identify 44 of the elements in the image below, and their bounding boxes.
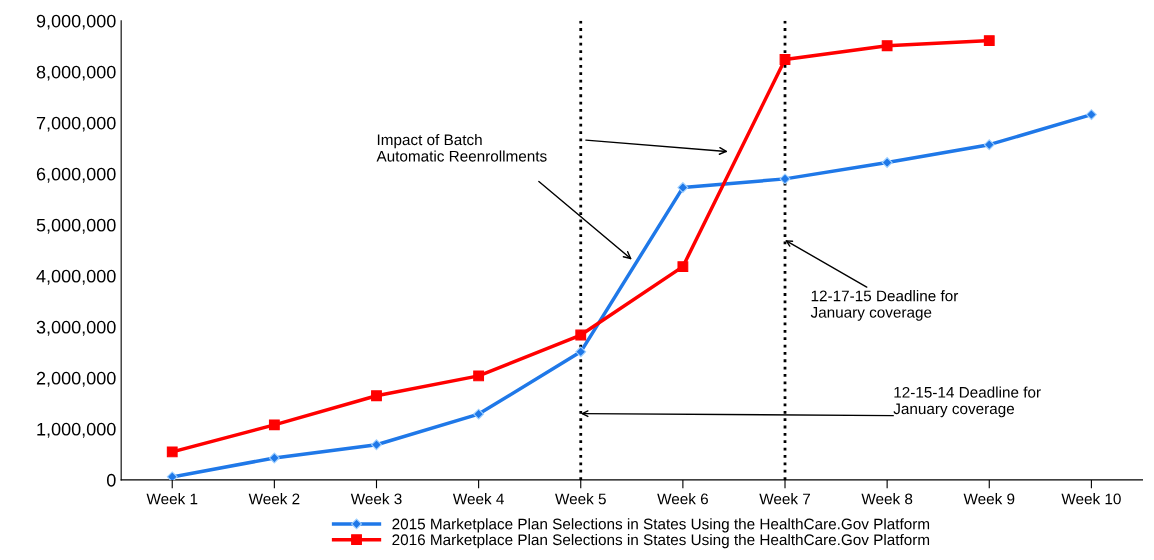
legend-label: 2015 Marketplace Plan Selections in States Using the HealthCare.Gov Platform [392,518,930,533]
point [1085,109,1097,121]
point [677,182,689,194]
point [371,390,382,402]
annotation: 12-15-14 Deadline for January coverage [893,386,1041,418]
point [779,173,791,185]
y-tick-label: 9,000,000 [36,14,116,30]
point [881,40,893,52]
annotation: 12-17-15 Deadline for January coverage [810,290,959,321]
x-tick-label: Week 3 [350,493,402,505]
y-tick-label: 2,000,000 [36,371,116,387]
y-tick-label: 1,000,000 [37,422,116,438]
y-tick-label: 8,000,000 [36,65,116,81]
x-tick-label: Week 7 [759,493,811,505]
y-tick-label: 7,000,000 [36,116,116,132]
y-tick-label: 5,000,000 [36,218,116,234]
x-tick-label: Week 4 [452,493,504,505]
y-tick-label: 6,000,000 [36,167,116,183]
point [473,370,485,382]
legend-label: 2016 Marketplace Plan Selections in States Using the HealthCare.Gov Platform [392,533,930,549]
point [677,261,689,273]
point [881,157,893,169]
point [983,139,995,151]
x-tick-label: Week 5 [555,493,606,505]
y-tick-label: 3,000,000 [36,320,116,336]
y-tick-label: 4,000,000 [36,269,116,285]
point [166,446,178,458]
point [575,346,587,358]
x-tick-label: Week 9 [963,493,1015,505]
point [983,35,995,47]
point [575,329,587,341]
point [779,54,791,65]
x-tick-label: Week 8 [861,493,913,505]
x-tick-label: Week 10 [1061,493,1121,505]
y-tick-label: 0 [106,473,116,487]
annotation: Impact of Batch Automatic Reenrollments [376,133,547,162]
point [268,419,280,431]
x-tick-label: Week 6 [657,493,708,505]
point [268,452,280,464]
point [473,408,485,420]
x-tick-label: Week 1 [146,493,198,505]
x-tick-label: Week 2 [248,493,300,505]
point [166,471,178,480]
point [371,439,382,451]
